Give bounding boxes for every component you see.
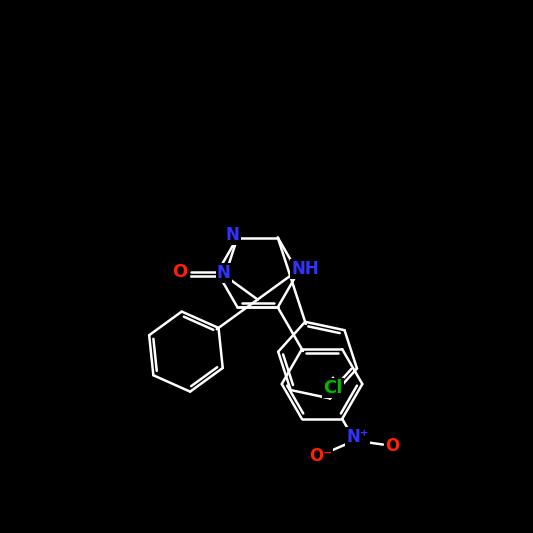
Text: NH: NH <box>291 261 319 278</box>
Text: N: N <box>226 225 240 244</box>
Text: N: N <box>217 264 231 282</box>
Text: O: O <box>385 437 400 455</box>
Text: O: O <box>172 263 188 281</box>
Text: Cl: Cl <box>324 379 343 397</box>
Text: N⁺: N⁺ <box>346 429 369 447</box>
Text: O⁻: O⁻ <box>309 447 332 464</box>
